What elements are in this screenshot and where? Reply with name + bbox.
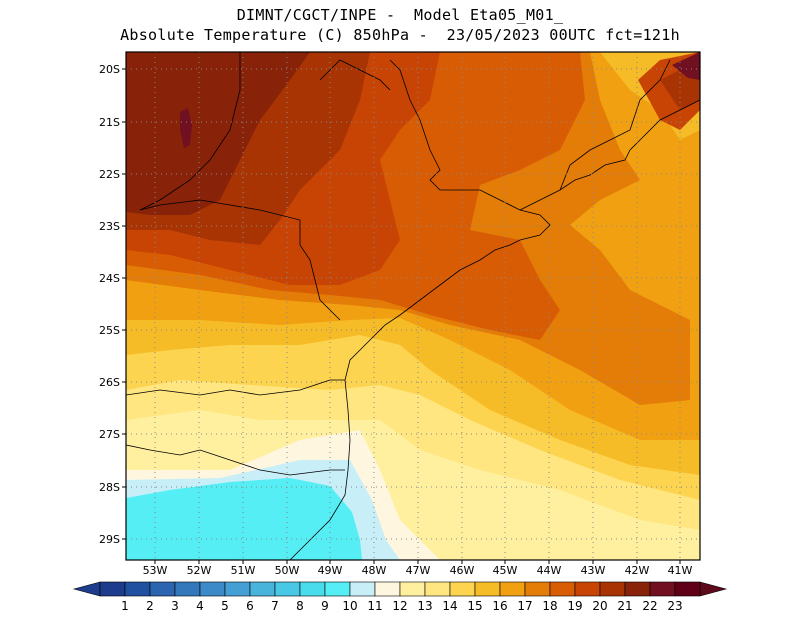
colorbar-swatch bbox=[424, 581, 451, 597]
boundary-line bbox=[139, 199, 341, 321]
latitude-label: 26S bbox=[99, 376, 120, 389]
colorbar-swatch bbox=[274, 581, 301, 597]
colorbar-swatch bbox=[449, 581, 476, 597]
colorbar-swatch bbox=[374, 581, 401, 597]
colorbar-label: 23 bbox=[667, 599, 682, 613]
latitude-label: 21S bbox=[99, 116, 120, 129]
longitude-label: 53W bbox=[143, 564, 168, 577]
colorbar-label: 6 bbox=[246, 599, 254, 613]
colorbar-label: 9 bbox=[321, 599, 329, 613]
boundary-line bbox=[139, 52, 241, 211]
latitude-label: 25S bbox=[99, 324, 120, 337]
colorbar-label: 19 bbox=[567, 599, 582, 613]
longitude-label: 45W bbox=[493, 564, 518, 577]
longitude-label: 52W bbox=[187, 564, 212, 577]
latitude-labels: 20S 21S 22S 23S 24S 25S 26S 27S 28S 29S bbox=[99, 63, 126, 546]
title-line-2: Absolute Temperature (C) 850hPa - 23/05/… bbox=[120, 26, 680, 44]
colorbar-swatch bbox=[574, 581, 601, 597]
colorbar-label: 2 bbox=[146, 599, 154, 613]
boundary-line bbox=[559, 59, 671, 191]
colorbar-swatch bbox=[174, 581, 201, 597]
colorbar-label: 10 bbox=[342, 599, 357, 613]
temperature-band-t23 bbox=[672, 52, 700, 80]
longitude-label: 50W bbox=[275, 564, 300, 577]
colorbar-swatch bbox=[474, 581, 501, 597]
colorbar-swatch bbox=[549, 581, 576, 597]
longitude-label: 47W bbox=[406, 564, 431, 577]
colorbar-label: 12 bbox=[392, 599, 407, 613]
colorbar-label: 20 bbox=[592, 599, 607, 613]
latitude-label: 29S bbox=[99, 533, 120, 546]
latitude-label: 22S bbox=[99, 168, 120, 181]
colorbar-high-arrow bbox=[699, 581, 728, 597]
colorbar-swatch bbox=[349, 581, 376, 597]
longitude-label: 46W bbox=[450, 564, 475, 577]
map-frame bbox=[125, 51, 701, 561]
colorbar-label: 15 bbox=[467, 599, 482, 613]
colorbar-swatch bbox=[124, 581, 151, 597]
longitude-label: 42W bbox=[625, 564, 650, 577]
colorbar-swatch bbox=[599, 581, 626, 597]
longitude-label: 44W bbox=[537, 564, 562, 577]
colorbar-swatch bbox=[299, 581, 326, 597]
colorbar-low-arrow bbox=[72, 581, 101, 597]
temperature-band-t10 bbox=[140, 500, 300, 560]
colorbar-label: 16 bbox=[492, 599, 507, 613]
colorbar-swatch bbox=[524, 581, 551, 597]
boundary-line bbox=[319, 59, 391, 91]
colorbar-swatch bbox=[624, 581, 651, 597]
temperature-band-t23 bbox=[180, 108, 192, 148]
temperature-field bbox=[126, 52, 700, 560]
colorbar-swatch bbox=[674, 581, 701, 597]
colorbar-label: 3 bbox=[171, 599, 179, 613]
boundary-line bbox=[126, 379, 345, 396]
colorbar-swatch bbox=[399, 581, 426, 597]
colorbar-swatch bbox=[499, 581, 526, 597]
colorbar-label: 7 bbox=[271, 599, 279, 613]
colorbar-label: 5 bbox=[221, 599, 229, 613]
longitude-label: 43W bbox=[581, 564, 606, 577]
colorbar-label: 8 bbox=[296, 599, 304, 613]
longitude-label: 48W bbox=[362, 564, 387, 577]
colorbar-swatch bbox=[199, 581, 226, 597]
longitude-label: 41W bbox=[668, 564, 693, 577]
colorbar-swatch bbox=[149, 581, 176, 597]
colorbar-label: 22 bbox=[642, 599, 657, 613]
longitude-label: 49W bbox=[318, 564, 343, 577]
latitude-label: 23S bbox=[99, 220, 120, 233]
lat-lon-gridlines bbox=[126, 52, 700, 560]
colorbar-swatch bbox=[324, 581, 351, 597]
colorbar-label: 1 bbox=[121, 599, 129, 613]
latitude-label: 24S bbox=[99, 272, 120, 285]
coastline-and-borders bbox=[126, 52, 700, 560]
colorbar-label: 13 bbox=[417, 599, 432, 613]
colorbar-swatch bbox=[99, 581, 126, 597]
colorbar-swatch bbox=[649, 581, 676, 597]
boundary-line bbox=[289, 59, 551, 560]
colorbar-swatch bbox=[249, 581, 276, 597]
title-line-1: DIMNT/CGCT/INPE - Model Eta05_M01_ bbox=[236, 6, 564, 24]
colorbar-label: 17 bbox=[517, 599, 532, 613]
colorbar-label: 18 bbox=[542, 599, 557, 613]
colorbar-swatch bbox=[224, 581, 251, 597]
latitude-label: 20S bbox=[99, 63, 120, 76]
boundary-line bbox=[519, 99, 700, 211]
colorbar: 1 2 3 4 5 6 7 8 9 10 11 12 13 14 15 16 17 18 19 20 21 22 23 bbox=[72, 581, 728, 613]
longitude-label: 51W bbox=[231, 564, 256, 577]
longitude-labels: 53W 52W 51W 50W 49W 48W 47W 46W 45W 44W 43W 42W 41W bbox=[143, 560, 693, 577]
colorbar-label: 4 bbox=[196, 599, 204, 613]
latitude-label: 27S bbox=[99, 428, 120, 441]
colorbar-label: 21 bbox=[617, 599, 632, 613]
colorbar-label: 14 bbox=[442, 599, 457, 613]
latitude-label: 28S bbox=[99, 481, 120, 494]
boundary-line bbox=[126, 444, 345, 476]
colorbar-label: 11 bbox=[367, 599, 382, 613]
